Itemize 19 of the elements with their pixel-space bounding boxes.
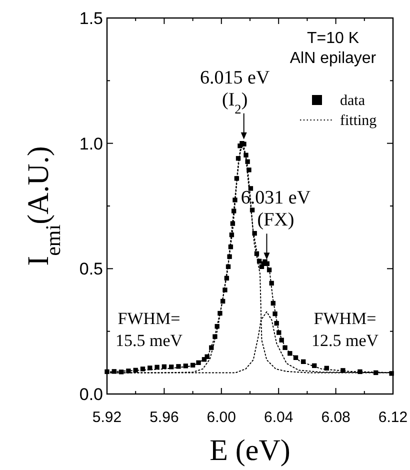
x-tick-label: 6.08 bbox=[321, 409, 350, 426]
annotation: 6.015 eV (I$_{2}$) bbox=[200, 67, 270, 116]
annotation: FWHM= 15.5 meV bbox=[115, 309, 184, 350]
legend-label: data bbox=[340, 93, 366, 109]
annotation: 6.031 eV (FX) bbox=[240, 188, 311, 231]
y-tick-label: 1.5 bbox=[79, 9, 103, 28]
x-tick-label: 6.04 bbox=[264, 409, 294, 426]
annotation: T=10 K bbox=[306, 30, 360, 47]
x-tick-label: 6.00 bbox=[206, 409, 236, 426]
x-axis-title: E (eV) bbox=[210, 434, 290, 467]
x-tick-label: 5.92 bbox=[92, 409, 122, 426]
x-tick-label: 5.96 bbox=[150, 409, 179, 426]
y-tick-label: 1.0 bbox=[79, 134, 103, 154]
annotation: AlN epilayer bbox=[290, 50, 377, 67]
x-tick-label: 6.12 bbox=[378, 409, 408, 426]
legend-label: fitting bbox=[340, 113, 378, 129]
annotation: FWHM= 12.5 meV bbox=[311, 309, 380, 350]
y-tick-label: 0.0 bbox=[79, 385, 103, 404]
y-tick-label: 0.5 bbox=[79, 260, 103, 279]
